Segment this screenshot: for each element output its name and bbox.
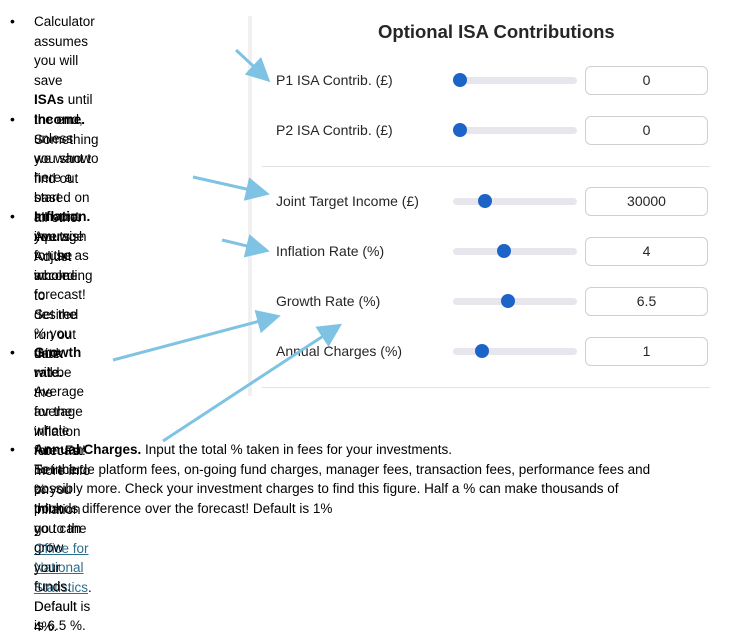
income-slider[interactable]: [453, 194, 577, 208]
arrow-icon: [234, 48, 271, 83]
p1-isa-label: P1 ISA Contrib. (£): [276, 72, 393, 88]
arrow-icon: [192, 175, 270, 201]
slider-thumb[interactable]: [453, 73, 468, 87]
slider-thumb[interactable]: [474, 344, 489, 358]
inflation-label: Inflation Rate (%): [276, 243, 385, 259]
arrow-icon: [112, 310, 281, 362]
growth-label: Growth Rate (%): [276, 293, 381, 309]
slider-thumb[interactable]: [500, 294, 515, 308]
p2-isa-label: P2 ISA Contrib. (£): [276, 122, 393, 138]
note-charges: • Annual Charges. Input the total % take…: [10, 441, 651, 516]
p1-isa-slider[interactable]: [453, 73, 577, 87]
note-income: • Income. Something we want to find out …: [10, 111, 99, 361]
slider-thumb[interactable]: [496, 244, 511, 258]
p2-isa-slider[interactable]: [453, 123, 577, 137]
panel-left-border: [248, 16, 252, 396]
charges-slider[interactable]: [453, 344, 577, 358]
bullet: •: [10, 111, 15, 127]
note-isa: • Calculator assumes you will save ISAs …: [10, 13, 95, 283]
section-divider: [262, 387, 710, 388]
p1-isa-input[interactable]: 0: [585, 66, 708, 95]
section-divider: [262, 166, 710, 167]
income-label: Joint Target Income (£): [276, 193, 419, 209]
arrow-icon: [221, 234, 270, 258]
annotation-arrows: [112, 48, 343, 443]
charges-input[interactable]: 1: [585, 337, 708, 366]
panel-title: Optional ISA Contributions: [378, 21, 615, 42]
growth-input[interactable]: 6.5: [585, 287, 708, 316]
inflation-slider[interactable]: [453, 244, 577, 258]
bullet: •: [10, 208, 15, 224]
bullet: •: [10, 441, 15, 457]
slider-thumb[interactable]: [478, 194, 493, 208]
bullet: •: [10, 13, 15, 29]
growth-slider[interactable]: [453, 294, 577, 308]
arrow-icon: [162, 323, 343, 443]
slider-thumb[interactable]: [453, 123, 468, 137]
p2-isa-input[interactable]: 0: [585, 116, 708, 145]
income-input[interactable]: 30000: [585, 187, 708, 216]
inflation-input[interactable]: 4: [585, 237, 708, 266]
bullet: •: [10, 344, 15, 360]
isas-bold: ISAs: [34, 92, 65, 107]
